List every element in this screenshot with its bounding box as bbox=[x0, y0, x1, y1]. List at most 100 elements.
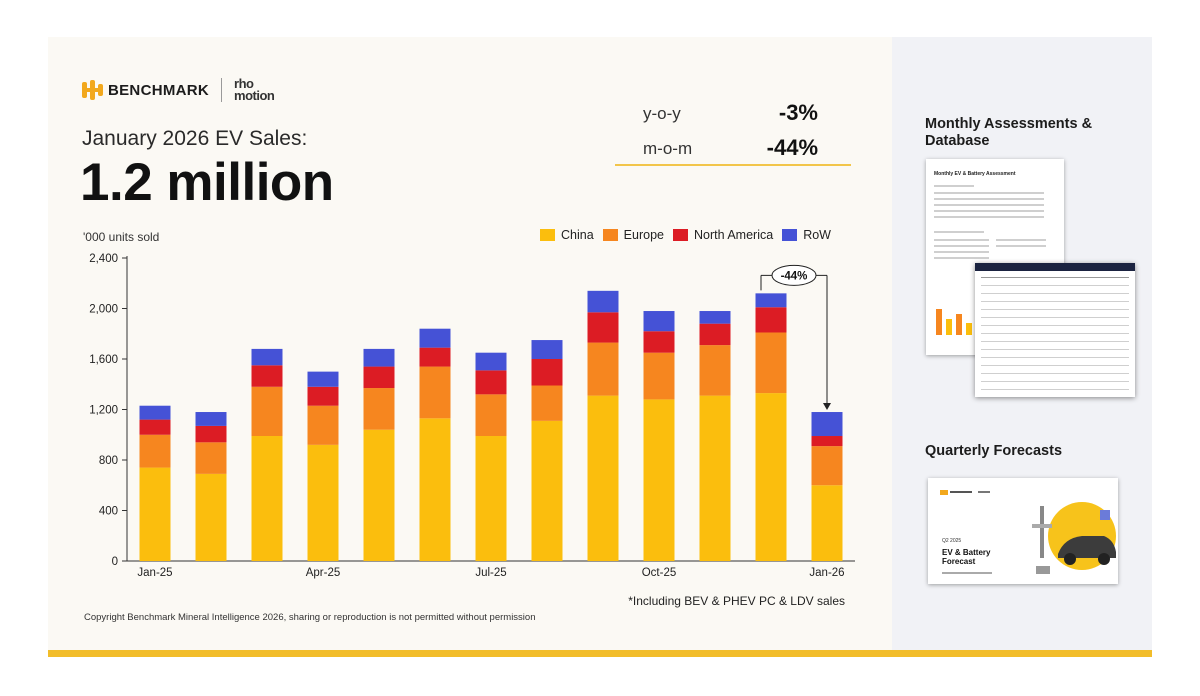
annotation-badge bbox=[771, 264, 817, 286]
bar-north-america-apr-25 bbox=[307, 386, 339, 406]
x-tick-label: Apr-25 bbox=[306, 567, 341, 579]
x-tick-label: Jan-25 bbox=[137, 567, 172, 579]
benchmark-logo-icon bbox=[82, 80, 103, 100]
bar-china-nov-25 bbox=[699, 395, 731, 561]
bar-row-feb-25 bbox=[195, 412, 227, 426]
bar-north-america-jul-25 bbox=[475, 370, 507, 395]
bar-row-oct-25 bbox=[643, 311, 675, 332]
partner-logo-line2: motion bbox=[234, 88, 275, 103]
x-tick-label: Jan-26 bbox=[809, 567, 844, 579]
bar-europe-mar-25 bbox=[251, 386, 283, 437]
bar-china-mar-25 bbox=[251, 436, 283, 561]
legend-swatch-china bbox=[540, 229, 555, 241]
kpi-mom-value: -44% bbox=[766, 135, 818, 160]
x-tick-label: Oct-25 bbox=[642, 567, 677, 579]
kpi-yoy-value: -3% bbox=[778, 100, 818, 125]
brand-name: BENCHMARK bbox=[108, 81, 210, 99]
chart-footnote: *Including BEV & PHEV PC & LDV sales bbox=[628, 594, 845, 608]
y-tick-label: 1,200 bbox=[89, 405, 118, 417]
bar-north-america-jun-25 bbox=[419, 347, 451, 367]
bar-north-america-may-25 bbox=[363, 366, 395, 389]
bar-china-jan-26 bbox=[811, 485, 843, 561]
y-axis-label: '000 units sold bbox=[83, 230, 160, 244]
bar-europe-jul-25 bbox=[475, 394, 507, 437]
bar-row-jan-25 bbox=[139, 405, 171, 420]
bar-china-jan-25 bbox=[139, 467, 171, 561]
bar-china-jul-25 bbox=[475, 436, 507, 561]
quarterly-forecasts-title: Quarterly Forecasts bbox=[925, 443, 1063, 459]
y-tick-label: 2,000 bbox=[89, 304, 118, 316]
bar-north-america-dec-25 bbox=[755, 307, 787, 333]
kpi-yoy-label: y-o-y bbox=[643, 104, 681, 123]
bar-europe-nov-25 bbox=[699, 345, 731, 396]
page-headline: 1.2 million bbox=[80, 153, 334, 212]
bar-china-apr-25 bbox=[307, 444, 339, 561]
forecast-heading: EV & Battery Forecast bbox=[942, 548, 991, 566]
monthly-assessments-title: Monthly Assessments & Database bbox=[925, 116, 1093, 149]
page-subtitle: January 2026 EV Sales: bbox=[82, 127, 308, 150]
chart-legend: China Europe North America RoW bbox=[540, 228, 840, 242]
bar-europe-jun-25 bbox=[419, 366, 451, 419]
bar-europe-dec-25 bbox=[755, 332, 787, 394]
brand-logo: BENCHMARK rho motion bbox=[82, 76, 275, 103]
car-illustration bbox=[1032, 502, 1116, 574]
legend-swatch-north-america bbox=[672, 229, 688, 241]
bar-north-america-aug-25 bbox=[531, 359, 563, 386]
x-tick-label: Jul-25 bbox=[475, 567, 506, 579]
bar-china-aug-25 bbox=[531, 420, 563, 561]
y-tick-label: 400 bbox=[99, 506, 118, 518]
kpi-mom: m-o-m -44% bbox=[615, 135, 851, 163]
bar-north-america-jan-26 bbox=[811, 436, 843, 447]
bar-row-sep-25 bbox=[587, 290, 619, 313]
quarterly-forecast-thumbnail[interactable]: Q2 2025 EV & Battery Forecast bbox=[928, 478, 1118, 584]
legend-label-row: RoW bbox=[803, 228, 831, 242]
bar-china-jun-25 bbox=[419, 418, 451, 561]
forecast-quarter: Q2 2025 bbox=[942, 538, 962, 544]
bar-china-may-25 bbox=[363, 429, 395, 561]
bar-row-dec-25 bbox=[755, 293, 787, 308]
bar-europe-oct-25 bbox=[643, 352, 675, 400]
bar-row-nov-25 bbox=[699, 311, 731, 324]
database-thumbnail[interactable] bbox=[975, 263, 1135, 397]
bar-row-jan-26 bbox=[811, 412, 843, 437]
y-tick-label: 800 bbox=[99, 455, 118, 467]
doc-heading: Monthly EV & Battery Assessment bbox=[934, 171, 1016, 177]
bar-row-mar-25 bbox=[251, 348, 283, 366]
bar-europe-sep-25 bbox=[587, 342, 619, 396]
bar-north-america-feb-25 bbox=[195, 425, 227, 443]
bar-europe-aug-25 bbox=[531, 385, 563, 421]
legend-label-north-america: North America bbox=[693, 228, 774, 242]
bar-china-oct-25 bbox=[643, 399, 675, 561]
legend-item-row: RoW bbox=[782, 228, 831, 242]
bar-north-america-nov-25 bbox=[699, 323, 731, 346]
main-card bbox=[48, 37, 892, 650]
kpi-yoy: y-o-y -3% bbox=[615, 100, 851, 128]
bar-row-may-25 bbox=[363, 348, 395, 367]
bar-china-feb-25 bbox=[195, 473, 227, 561]
bar-row-aug-25 bbox=[531, 340, 563, 359]
bar-row-apr-25 bbox=[307, 371, 339, 387]
bar-north-america-jan-25 bbox=[139, 419, 171, 435]
kpi-underline bbox=[615, 164, 851, 166]
kpi-mom-label: m-o-m bbox=[643, 139, 693, 158]
legend-swatch-europe bbox=[602, 229, 618, 241]
bar-row-jul-25 bbox=[475, 352, 507, 371]
y-tick-label: 2,400 bbox=[89, 253, 118, 265]
copyright-notice: Copyright Benchmark Mineral Intelligence… bbox=[84, 612, 536, 623]
bar-north-america-oct-25 bbox=[643, 331, 675, 353]
bar-china-dec-25 bbox=[755, 393, 787, 561]
bar-europe-apr-25 bbox=[307, 405, 339, 445]
bar-europe-may-25 bbox=[363, 388, 395, 430]
bar-north-america-sep-25 bbox=[587, 312, 619, 343]
bar-china-sep-25 bbox=[587, 395, 619, 561]
bar-europe-jan-26 bbox=[811, 446, 843, 486]
logo-divider bbox=[221, 78, 223, 102]
bar-europe-feb-25 bbox=[195, 442, 227, 474]
legend-label-europe: Europe bbox=[623, 228, 664, 242]
legend-item-north-america: North America bbox=[672, 228, 774, 242]
partner-logo-line1: rho bbox=[234, 76, 254, 91]
annotation-arrowhead bbox=[823, 403, 831, 411]
bar-europe-jan-25 bbox=[139, 434, 171, 468]
legend-item-europe: Europe bbox=[602, 228, 664, 242]
